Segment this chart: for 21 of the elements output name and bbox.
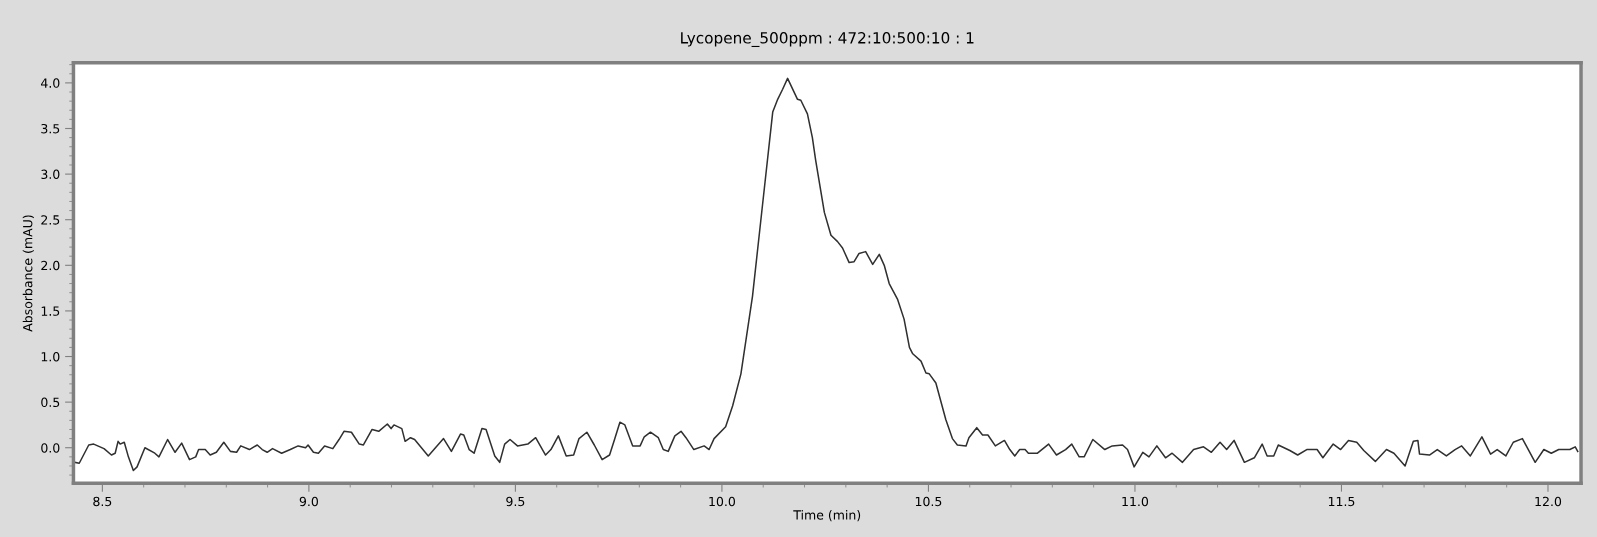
y-tick-label: 2.0 xyxy=(41,260,60,271)
y-tick-label: 1.0 xyxy=(41,351,60,362)
x-tick-label: 12.0 xyxy=(1535,496,1562,507)
chart-title: Lycopene_500ppm : 472:10:500:10 : 1 xyxy=(681,32,974,47)
x-tick-label: 9.0 xyxy=(299,496,318,507)
y-tick-label: 4.0 xyxy=(41,78,60,88)
x-tick-label: 10.5 xyxy=(915,496,942,507)
x-tick-label: 9.5 xyxy=(506,496,525,507)
y-tick-label: 3.0 xyxy=(41,169,60,180)
y-tick-label: 2.5 xyxy=(41,215,60,225)
y-tick-label: 3.5 xyxy=(41,123,60,134)
line-series xyxy=(73,77,1579,472)
x-tick-label: 8.5 xyxy=(93,496,112,507)
x-tick-label: 10.0 xyxy=(709,496,736,507)
y-tick-label: 1.5 xyxy=(41,306,60,316)
y-tick-label: 0.5 xyxy=(41,397,60,408)
x-tick-label: 11.0 xyxy=(1122,496,1149,507)
y-tick-label: 0.0 xyxy=(41,443,60,453)
x-axis-title: Time (min) xyxy=(793,509,861,522)
x-tick-label: 11.5 xyxy=(1328,496,1355,507)
y-axis-title: Absorbance (mAU) xyxy=(22,215,34,332)
